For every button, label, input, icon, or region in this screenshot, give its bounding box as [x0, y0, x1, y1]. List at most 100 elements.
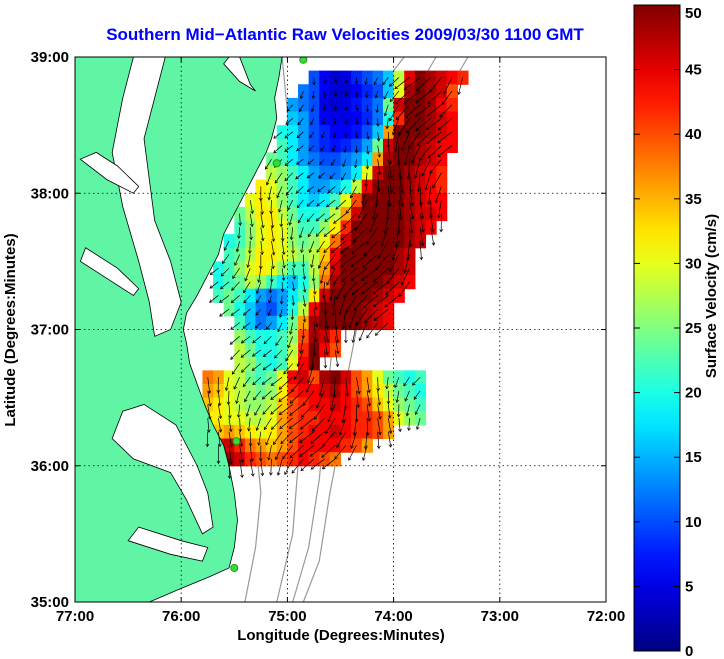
- velocity-arrow: [274, 349, 283, 359]
- velocity-arrow-head: [230, 312, 235, 316]
- velocity-arrow-head: [262, 353, 267, 357]
- velocity-arrow: [342, 159, 347, 167]
- heatmap-cell: [287, 179, 299, 194]
- heatmap-cell: [329, 138, 342, 153]
- velocity-arrow: [334, 77, 337, 83]
- velocity-arrow-head: [269, 210, 273, 215]
- velocity-arrow: [300, 336, 304, 353]
- velocity-arrow: [387, 159, 392, 179]
- velocity-arrow: [353, 295, 368, 311]
- velocity-arrow-head: [310, 440, 314, 444]
- velocity-arrow-head: [267, 312, 271, 317]
- velocity-arrow-head: [244, 398, 248, 403]
- velocity-arrow-head: [354, 149, 359, 154]
- velocity-arrow-head: [252, 339, 256, 344]
- velocity-arrow-head: [403, 86, 408, 91]
- velocity-arrow: [404, 90, 421, 104]
- velocity-arrow: [209, 281, 219, 289]
- velocity-arrow-head: [375, 109, 379, 114]
- velocity-arrow-head: [248, 250, 252, 254]
- heatmap-cell: [234, 329, 246, 344]
- velocity-arrow: [262, 404, 272, 415]
- velocity-arrow: [296, 145, 304, 152]
- velocity-arrow-head: [296, 363, 301, 368]
- velocity-arrow-head: [345, 392, 350, 397]
- velocity-arrow: [271, 227, 275, 242]
- heatmap-cell: [404, 370, 416, 385]
- inland-water: [223, 57, 256, 92]
- heatmap-cell: [319, 424, 331, 440]
- heatmap-cell: [308, 397, 320, 412]
- velocity-arrow: [409, 172, 412, 193]
- heatmap-cell: [298, 179, 310, 194]
- velocity-arrow-head: [430, 229, 435, 233]
- heatmap-cell: [287, 438, 299, 453]
- velocity-arrow-head: [209, 271, 214, 276]
- velocity-arrow-head: [310, 108, 315, 113]
- heatmap-cell: [340, 152, 352, 167]
- velocity-arrow-head: [279, 301, 284, 305]
- velocity-arrow-head: [414, 113, 419, 117]
- velocity-arrow: [278, 390, 293, 402]
- velocity-arrow: [252, 336, 262, 344]
- velocity-arrow-head: [240, 474, 244, 479]
- heatmap-cell: [361, 179, 373, 194]
- heatmap-cell: [234, 275, 246, 290]
- heatmap-cell: [287, 152, 299, 167]
- velocity-arrow: [292, 254, 295, 268]
- heatmap-cell: [255, 329, 267, 344]
- velocity-arrow: [334, 349, 339, 367]
- velocity-arrow: [324, 254, 336, 270]
- heatmap-cell: [308, 138, 320, 153]
- y-tick-label: 37:00: [31, 322, 69, 339]
- velocity-arrow: [325, 417, 336, 434]
- heatmap-cell: [287, 206, 299, 222]
- velocity-arrow: [324, 309, 328, 329]
- heatmap-cell: [276, 302, 288, 317]
- velocity-arrow-head: [373, 81, 378, 86]
- velocity-arrow: [289, 417, 304, 429]
- heatmap-cell: [329, 125, 342, 140]
- velocity-arrow-head: [394, 85, 398, 90]
- velocity-arrow: [244, 268, 251, 281]
- velocity-arrow: [334, 91, 337, 97]
- velocity-arrow: [366, 118, 369, 125]
- velocity-arrow: [332, 145, 336, 152]
- colorbar-tick-label: 45: [685, 62, 702, 79]
- heatmap-cell: [393, 261, 405, 276]
- velocity-arrow-head: [260, 224, 265, 229]
- velocity-arrow-head: [367, 403, 372, 407]
- velocity-arrow: [249, 445, 253, 462]
- heatmap-cell: [382, 220, 395, 235]
- velocity-arrow: [281, 281, 283, 292]
- velocity-arrow-head: [235, 400, 239, 405]
- heatmap-cell: [361, 302, 373, 317]
- heatmap-cell: [244, 288, 257, 303]
- velocity-arrow: [220, 281, 230, 290]
- colorbar-tick-label: 40: [685, 126, 702, 143]
- heatmap-cell: [213, 288, 225, 303]
- velocity-arrow: [329, 172, 336, 179]
- velocity-arrow-head: [404, 114, 408, 119]
- velocity-arrow: [296, 186, 304, 194]
- heatmap-cell: [361, 70, 373, 85]
- velocity-arrow-head: [310, 466, 315, 470]
- velocity-arrow-head: [270, 382, 275, 386]
- colorbar-tick-label: 10: [685, 514, 702, 531]
- velocity-arrow: [219, 308, 230, 317]
- heatmap-cell: [329, 261, 342, 276]
- velocity-arrow-head: [323, 365, 328, 369]
- velocity-arrow-head: [383, 96, 387, 100]
- velocity-arrow-head: [330, 265, 335, 269]
- heatmap-cell: [404, 125, 416, 140]
- velocity-arrow-head: [341, 278, 345, 283]
- velocity-arrow-head: [209, 299, 213, 303]
- heatmap-cell: [266, 356, 278, 371]
- velocity-arrow: [240, 349, 251, 358]
- velocity-arrow: [432, 172, 442, 189]
- velocity-arrow: [324, 77, 326, 84]
- velocity-arrow-head: [380, 243, 384, 247]
- velocity-arrow: [302, 268, 305, 280]
- velocity-arrow-head: [269, 278, 274, 283]
- velocity-arrow: [249, 458, 254, 477]
